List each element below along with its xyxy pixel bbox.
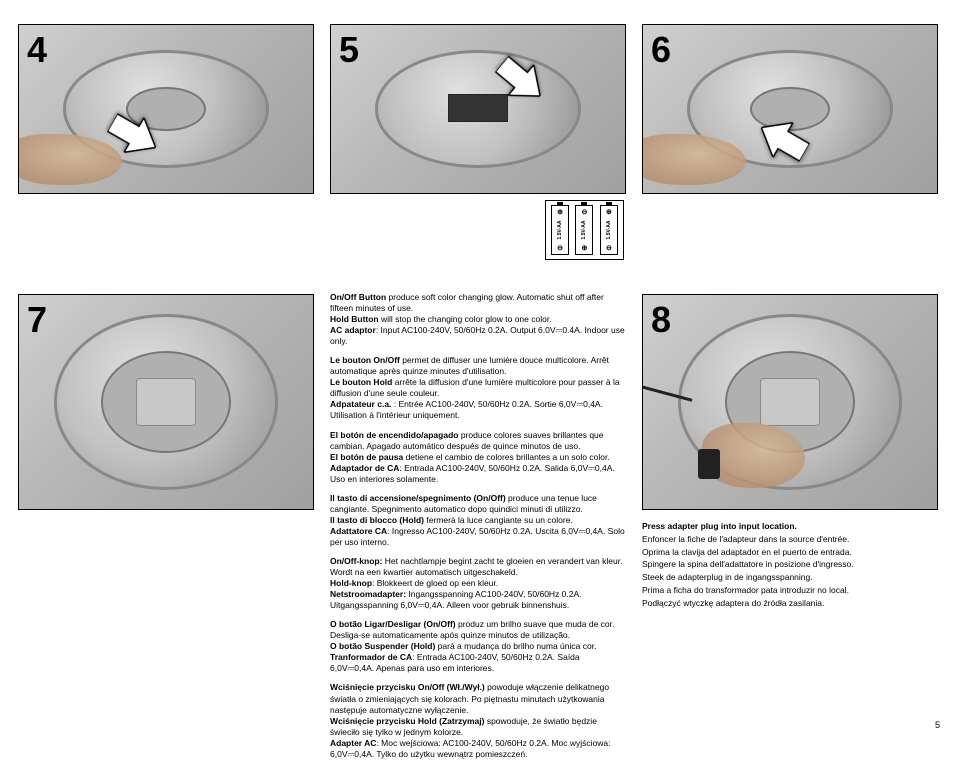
instruction-es: El botón de encendido/apagado produce co… <box>330 430 626 485</box>
panel-image <box>19 25 313 193</box>
panel-number: 4 <box>27 29 47 71</box>
instruction-nl: On/Off-knop: Het nachtlampje begint zach… <box>330 556 626 611</box>
polarity-plus: ⊕ <box>606 208 612 216</box>
instruction-en: On/Off Button produce soft color changin… <box>330 292 626 347</box>
battery-label: 1.5V-AA <box>581 221 587 240</box>
panel-image <box>19 295 313 509</box>
battery-cover <box>760 378 821 425</box>
adapter-pl: Podłączyć wtyczkę adaptera do źródła zas… <box>642 598 824 608</box>
panel-number: 6 <box>651 29 671 71</box>
battery-compartment <box>448 94 508 122</box>
panel-image <box>643 25 937 193</box>
adapter-nl: Steek de adapterplug in de ingangsspanni… <box>642 572 813 582</box>
polarity-minus: ⊖ <box>606 244 612 252</box>
battery-label: 1.5V-AA <box>557 221 563 240</box>
instruction-fr: Le bouton On/Off permet de diffuser une … <box>330 355 626 421</box>
polarity-plus: ⊕ <box>582 244 588 252</box>
polarity-plus: ⊕ <box>557 208 563 216</box>
instruction-panel-8: 8 <box>642 294 938 510</box>
adapter-title: Press adapter plug into input location. <box>642 521 797 531</box>
instruction-pl: Wciśnięcie przycisku On/Off (Wł./Wył.) p… <box>330 682 626 759</box>
panel-number: 7 <box>27 299 47 341</box>
battery-cell: ⊕ 1.5V-AA ⊖ <box>551 205 569 255</box>
instructions-text: On/Off Button produce soft color changin… <box>330 292 626 768</box>
battery-cell: ⊖ 1.5V-AA ⊕ <box>575 205 593 255</box>
instruction-panel-4: 4 <box>18 24 314 194</box>
battery-label: 1.5V-AA <box>606 221 612 240</box>
product-base <box>54 314 277 489</box>
instruction-panel-7: 7 <box>18 294 314 510</box>
polarity-minus: ⊖ <box>582 208 588 216</box>
instruction-panel-5: 5 <box>330 24 626 194</box>
panel-number: 5 <box>339 29 359 71</box>
adapter-it: Spingere la spina dell'adattatore in pos… <box>642 559 854 569</box>
panel-image <box>331 25 625 193</box>
adapter-plug <box>698 449 720 479</box>
adapter-es: Oprima la clavija del adaptador en el pu… <box>642 547 852 557</box>
battery-diagram: ⊕ 1.5V-AA ⊖ ⊖ 1.5V-AA ⊕ ⊕ 1.5V-AA ⊖ <box>545 200 624 260</box>
product-base <box>375 50 581 168</box>
instruction-it: Il tasto di accensione/spegnimento (On/O… <box>330 493 626 548</box>
page-number: 5 <box>935 720 940 730</box>
polarity-minus: ⊖ <box>557 244 563 252</box>
instruction-pt: O botão Ligar/Desligar (On/Off) produz u… <box>330 619 626 674</box>
battery-cover <box>136 378 197 425</box>
panel-number: 8 <box>651 299 671 341</box>
battery-cell: ⊕ 1.5V-AA ⊖ <box>600 205 618 255</box>
instruction-panel-6: 6 <box>642 24 938 194</box>
panel-image <box>643 295 937 509</box>
adapter-text: Press adapter plug into input location. … <box>642 520 938 609</box>
adapter-fr: Enfoncer la fiche de l'adapteur dans la … <box>642 534 849 544</box>
adapter-pt: Prima a ficha do transformador pata intr… <box>642 585 849 595</box>
